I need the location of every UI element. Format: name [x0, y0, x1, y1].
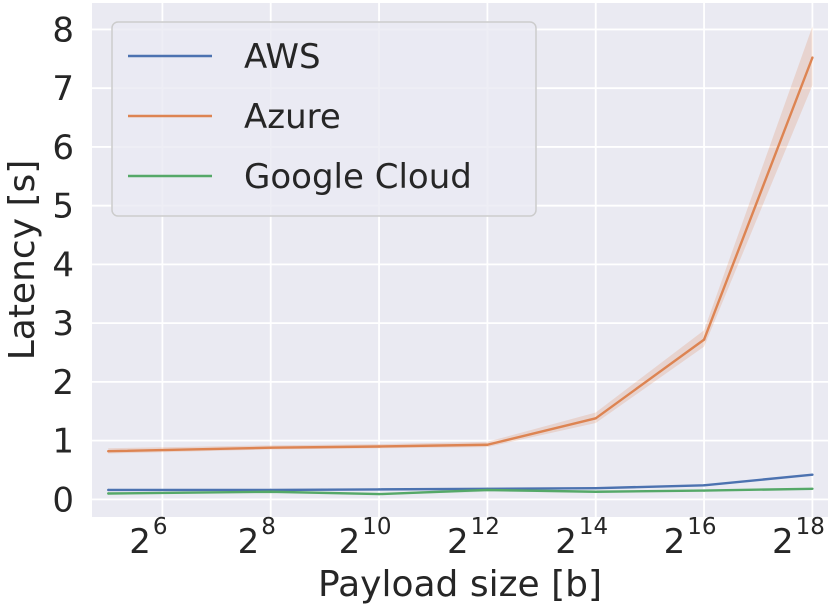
legend-label-aws: AWS	[244, 37, 321, 77]
x-tick-exponent: 12	[471, 514, 500, 540]
y-tick-label: 8	[52, 10, 74, 50]
legend-label-azure: Azure	[244, 97, 341, 137]
y-tick-label: 1	[52, 422, 74, 462]
aws-point	[702, 484, 706, 487]
x-tick-base: 2	[664, 522, 686, 562]
azure-point	[594, 417, 597, 420]
x-tick-exponent: 14	[579, 514, 608, 540]
x-tick-label: 28	[238, 514, 276, 562]
x-tick-base: 2	[339, 522, 361, 562]
azure-point	[377, 445, 381, 448]
google-cloud-point	[107, 492, 110, 495]
y-tick-label: 4	[52, 245, 74, 285]
azure-point	[702, 338, 706, 341]
x-tick-base: 2	[772, 522, 794, 562]
google-cloud-point	[377, 492, 381, 496]
aws-point	[107, 488, 110, 492]
x-tick-exponent: 8	[261, 514, 276, 540]
x-tick-exponent: 18	[796, 514, 825, 540]
x-tick-label: 214	[555, 514, 608, 562]
x-tick-labels: 26 28 210 212 214 216 218	[129, 514, 825, 562]
aws-point	[594, 487, 597, 490]
x-axis-title: Payload size [b]	[318, 564, 602, 605]
google-cloud-point	[269, 490, 272, 493]
google-cloud-point	[811, 487, 814, 491]
x-tick-exponent: 6	[153, 514, 168, 540]
y-tick-label: 6	[52, 128, 74, 168]
legend: AWS Azure Google Cloud	[111, 21, 537, 217]
x-tick-label: 216	[664, 514, 717, 562]
azure-point	[486, 443, 489, 446]
google-cloud-point	[594, 490, 597, 493]
x-tick-base: 2	[238, 522, 260, 562]
x-tick-base: 2	[447, 522, 469, 562]
series-lines	[107, 56, 814, 496]
legend-label-google-cloud: Google Cloud	[244, 157, 472, 197]
y-tick-label: 3	[52, 304, 74, 344]
azure-point	[269, 446, 272, 449]
y-tick-labels: 0 1 2 3 4 5 6 7 8	[52, 10, 74, 520]
y-axis-title: Latency [s]	[2, 160, 43, 361]
aws-point	[811, 473, 814, 476]
azure-point	[107, 450, 110, 453]
x-tick-exponent: 10	[362, 514, 391, 540]
y-tick-label: 5	[52, 187, 74, 227]
x-tick-base: 2	[129, 522, 151, 562]
x-tick-label: 210	[339, 514, 392, 562]
y-tick-label: 0	[52, 480, 74, 520]
aws-point	[377, 488, 381, 491]
x-tick-label: 26	[129, 514, 167, 562]
x-tick-label: 212	[447, 514, 500, 562]
google-cloud-point	[486, 488, 489, 492]
y-tick-label: 7	[52, 69, 74, 109]
x-tick-exponent: 16	[687, 514, 716, 540]
azure-point	[811, 56, 814, 59]
legend-box	[111, 21, 537, 217]
google-cloud-point	[702, 489, 706, 492]
x-tick-label: 218	[772, 514, 825, 562]
x-tick-base: 2	[555, 522, 577, 562]
y-tick-label: 2	[52, 363, 74, 403]
